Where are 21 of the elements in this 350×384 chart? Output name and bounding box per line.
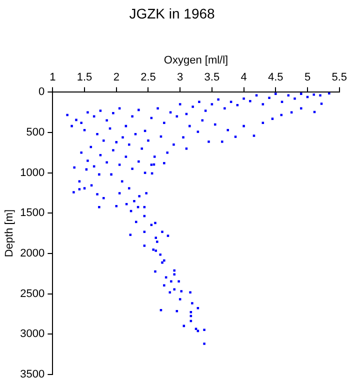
x-axis-title: Oxygen [ml/l]: [164, 54, 228, 66]
y-tick-label: 3000: [20, 328, 45, 340]
y-tick-label: 2500: [20, 288, 45, 300]
y-tick-label: 500: [26, 126, 45, 139]
y-tick-label: 3500: [20, 368, 45, 380]
x-tick-label: 1: [50, 72, 56, 84]
chart-title: JGZK in 1968: [129, 5, 216, 22]
x-tick-label: 2: [113, 72, 120, 84]
x-tick-label: 4: [240, 72, 247, 84]
x-tick-label: 3: [177, 72, 184, 84]
y-tick-label: 2000: [20, 247, 45, 260]
y-tick-label: 1500: [20, 207, 45, 220]
x-tick-label: 3.5: [204, 72, 220, 84]
x-tick-label: 4.5: [268, 72, 284, 84]
y-tick-label: 0: [38, 86, 45, 98]
x-tick-label: 2.5: [140, 72, 156, 84]
x-tick-label: 1.5: [76, 72, 92, 84]
y-tick-label: 1000: [20, 166, 45, 179]
x-tick-label: 5: [304, 72, 311, 84]
y-axis-title: Depth [m]: [4, 209, 16, 258]
x-tick-label: 5.5: [332, 72, 348, 84]
